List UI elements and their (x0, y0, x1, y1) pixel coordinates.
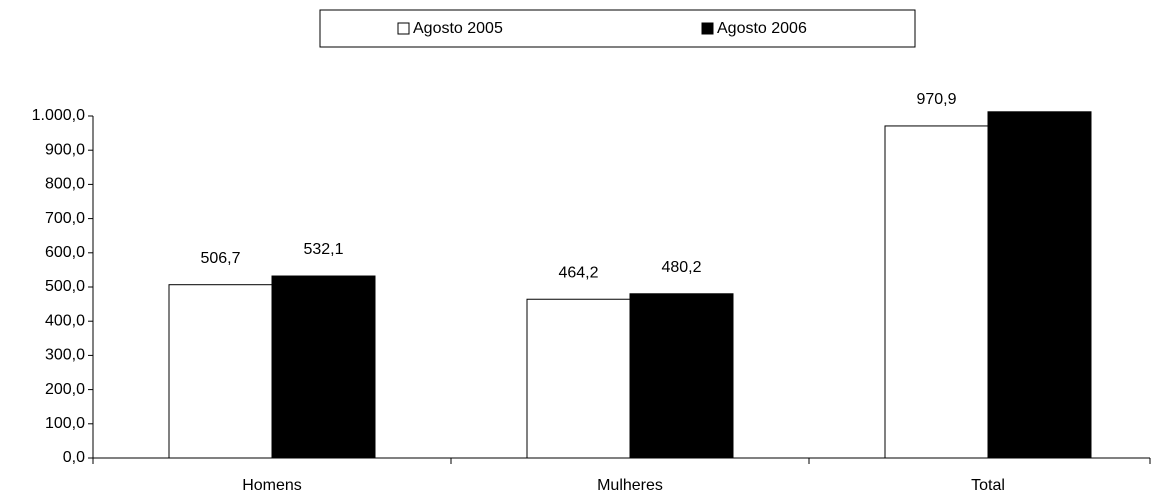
legend-swatch (397, 22, 410, 35)
legend-swatch (701, 22, 714, 35)
x-tick-label: Homens (242, 477, 302, 494)
bar (168, 284, 273, 459)
bar (884, 125, 989, 459)
data-label: 506,7 (200, 250, 240, 267)
y-tick-label: 600,0 (45, 244, 85, 261)
data-label: 532,1 (303, 241, 343, 258)
legend-label: Agosto 2006 (717, 20, 807, 37)
y-tick-label: 0,0 (63, 449, 85, 466)
y-tick-label: 700,0 (45, 210, 85, 227)
legend-box (319, 9, 916, 48)
y-tick-label: 500,0 (45, 278, 85, 295)
y-tick-label: 400,0 (45, 312, 85, 329)
legend-label: Agosto 2005 (413, 20, 503, 37)
bar (526, 298, 631, 459)
bar (987, 111, 1092, 459)
y-tick-label: 100,0 (45, 415, 85, 432)
y-tick-label: 300,0 (45, 347, 85, 364)
data-label: 480,2 (661, 259, 701, 276)
y-tick-label: 1.000,0 (32, 107, 85, 124)
bar (271, 275, 376, 459)
y-tick-label: 900,0 (45, 141, 85, 158)
y-tick-label: 200,0 (45, 381, 85, 398)
x-tick-label: Total (971, 477, 1005, 494)
y-tick-label: 800,0 (45, 176, 85, 193)
data-label: 970,9 (916, 91, 956, 108)
x-tick-label: Mulheres (597, 477, 663, 494)
bar (629, 293, 734, 459)
data-label: 464,2 (558, 264, 598, 281)
